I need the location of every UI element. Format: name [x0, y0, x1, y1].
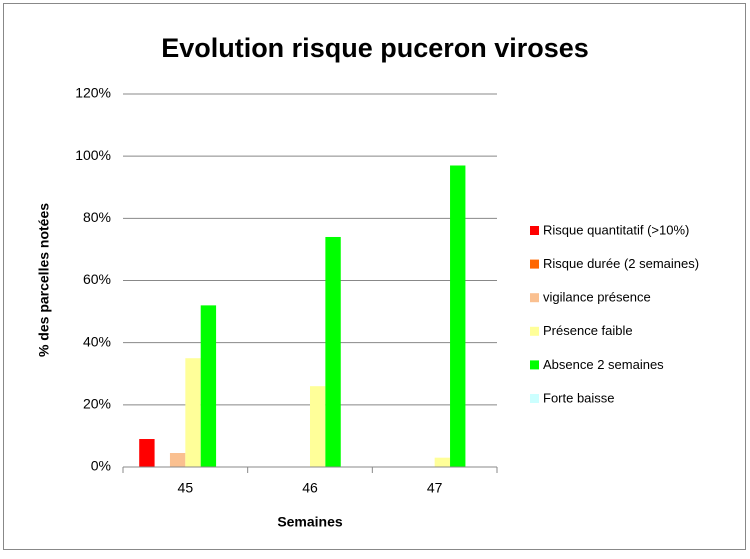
y-tick-label: 0%	[91, 458, 111, 474]
x-tick-label: 45	[178, 480, 194, 496]
bar	[450, 165, 466, 467]
y-tick-label: 60%	[83, 271, 111, 287]
x-tick-label: 47	[427, 480, 443, 496]
legend-label: Absence 2 semaines	[543, 357, 664, 372]
bar	[325, 236, 341, 467]
x-tick-label: 46	[302, 480, 318, 496]
legend-swatch	[530, 226, 539, 235]
chart-border	[3, 3, 746, 550]
y-axis-label: % des parcelles notées	[36, 203, 52, 357]
legend-swatch	[530, 326, 539, 336]
chart-title: Evolution risque puceron viroses	[161, 33, 589, 63]
legend-label: Forte baisse	[543, 390, 615, 405]
y-tick-label: 20%	[83, 396, 111, 412]
legend-label: vigilance présence	[543, 290, 651, 305]
legend-label: Présence faible	[543, 323, 633, 338]
y-tick-label: 100%	[75, 147, 111, 163]
legend-label: Risque quantitatif (>10%)	[543, 222, 689, 237]
bar	[310, 386, 326, 467]
y-tick-label: 120%	[75, 85, 111, 101]
legend-swatch	[530, 394, 539, 403]
y-tick-label: 40%	[83, 333, 111, 349]
legend-swatch	[530, 259, 539, 269]
bar	[434, 457, 451, 467]
bar	[200, 305, 217, 467]
y-tick-label: 80%	[83, 209, 111, 225]
bar	[139, 439, 155, 467]
bar	[169, 453, 186, 467]
legend-swatch	[530, 293, 539, 303]
bar	[185, 358, 201, 467]
x-axis-label: Semaines	[277, 514, 343, 530]
legend-swatch	[530, 360, 539, 370]
legend-label: Risque durée (2 semaines)	[543, 256, 699, 271]
